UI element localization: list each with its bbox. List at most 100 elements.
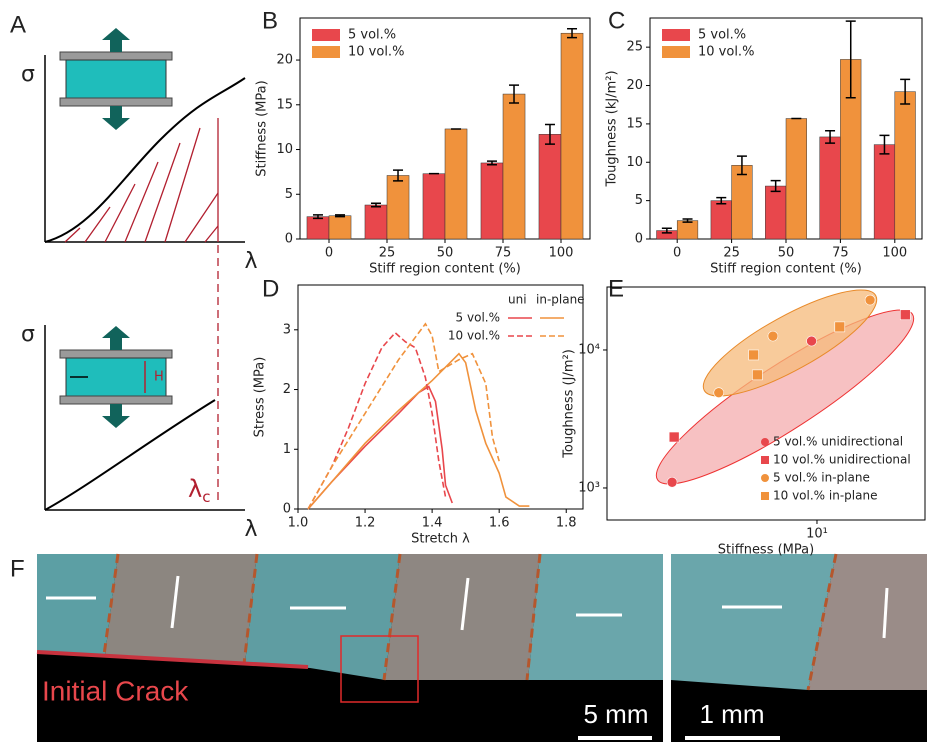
arrow xyxy=(102,106,130,130)
line xyxy=(308,354,529,509)
y-axis-label: Stress (MPa) xyxy=(253,357,268,438)
legend-label: 10 vol.% unidirectional xyxy=(773,453,911,467)
legend-swatch xyxy=(312,46,340,58)
x-tick-label: 1.0 xyxy=(288,516,309,531)
marker xyxy=(900,310,910,320)
y-tick-label: 0 xyxy=(635,232,643,247)
y-axis-label: Toughness (kJ/m²) xyxy=(605,70,620,187)
legend-swatch xyxy=(761,438,769,446)
x-tick-label: 1.4 xyxy=(422,516,443,531)
axis-symbol: σ xyxy=(21,322,35,347)
marker xyxy=(835,322,845,332)
panel-label: A xyxy=(10,11,26,38)
scale-label: 1 mm xyxy=(700,699,765,729)
marker xyxy=(768,331,778,341)
legend-swatch xyxy=(312,29,340,41)
x-axis-label: Stiffness (MPa) xyxy=(718,543,814,558)
panel-label: F xyxy=(10,555,25,582)
bar xyxy=(387,175,409,239)
axis-symbol: λ xyxy=(244,517,257,542)
legend-label: 10 vol.% xyxy=(348,45,404,60)
panel-label: D xyxy=(262,275,279,302)
line xyxy=(308,333,445,509)
axis-symbol: σ xyxy=(21,62,35,87)
sample xyxy=(66,60,166,98)
x-tick-label: 10¹ xyxy=(806,527,828,542)
x-tick-label: 100 xyxy=(882,246,907,261)
x-tick-label: 25 xyxy=(723,246,740,261)
panel-label: C xyxy=(608,7,625,34)
y-tick-label: 15 xyxy=(626,116,643,131)
legend-swatch xyxy=(761,492,769,500)
bar xyxy=(561,33,583,239)
y-tick-label: 20 xyxy=(276,53,293,68)
legend-label: 5 vol.% unidirectional xyxy=(773,435,903,449)
bar xyxy=(539,134,561,239)
bar xyxy=(329,216,351,239)
subscript: c xyxy=(202,488,210,506)
region xyxy=(37,554,118,655)
axis-symbol: λ xyxy=(244,249,257,274)
x-tick-label: 0 xyxy=(325,246,333,261)
scale-label: 5 mm xyxy=(584,699,649,729)
annotation: Initial Crack xyxy=(42,675,189,706)
bar xyxy=(732,165,753,239)
legend-header: uni xyxy=(508,293,527,307)
marker xyxy=(667,477,677,487)
x-tick-label: 0 xyxy=(673,246,681,261)
x-tick-label: 1.6 xyxy=(489,516,510,531)
legend-label: 10 vol.% in-plane xyxy=(773,489,877,503)
x-tick-label: 50 xyxy=(778,246,795,261)
legend-label: 5 vol.% xyxy=(456,311,500,325)
marker xyxy=(865,295,875,305)
y-tick-label: 10⁴ xyxy=(578,342,600,357)
grip xyxy=(60,396,172,404)
bar xyxy=(677,221,698,239)
bar xyxy=(423,174,445,239)
x-tick-label: 100 xyxy=(549,246,574,261)
x-tick-label: 50 xyxy=(437,246,454,261)
legend-label: 10 vol.% xyxy=(448,329,500,343)
x-tick-label: 25 xyxy=(379,246,396,261)
grip xyxy=(60,350,172,358)
y-tick-label: 20 xyxy=(626,78,643,93)
region xyxy=(671,554,836,690)
legend-label: 5 vol.% xyxy=(698,28,746,43)
photo: Initial Crack 5 mm 1 mm xyxy=(37,554,927,742)
panel-label: B xyxy=(262,7,278,34)
bar xyxy=(365,205,387,239)
bar xyxy=(307,217,329,239)
y-tick-label: 5 xyxy=(635,193,643,208)
marker xyxy=(807,336,817,346)
y-tick-label: 0 xyxy=(285,232,293,247)
arrow xyxy=(102,404,130,428)
y-tick-label: 5 xyxy=(285,187,293,202)
figure: H σ σ λ λ λc Initial Crack 5 mm 1 mm xyxy=(0,0,927,742)
y-tick-label: 0 xyxy=(283,502,291,517)
y-tick-label: 15 xyxy=(276,97,293,112)
bar xyxy=(786,119,807,239)
y-tick-label: 10³ xyxy=(578,480,600,495)
x-tick-label: 1.2 xyxy=(355,516,376,531)
legend-swatch xyxy=(761,474,769,482)
bar xyxy=(481,163,503,239)
marker xyxy=(714,388,724,398)
legend-label: 10 vol.% xyxy=(698,45,754,60)
region xyxy=(528,554,663,680)
schematic: H σ σ λ λ λc xyxy=(21,28,257,542)
y-tick-label: 3 xyxy=(283,322,291,337)
x-tick-label: 75 xyxy=(495,246,512,261)
legend-swatch xyxy=(761,456,769,464)
y-tick-label: 1 xyxy=(283,442,291,457)
x-axis-label: Stiff region content (%) xyxy=(369,262,521,277)
bar xyxy=(874,145,895,239)
legend-label: 5 vol.% in-plane xyxy=(773,471,870,485)
arrow xyxy=(102,326,130,350)
y-tick-label: 10 xyxy=(626,155,643,170)
x-axis-label: Stiff region content (%) xyxy=(710,262,862,277)
marker xyxy=(749,350,759,360)
y-tick-label: 25 xyxy=(626,40,643,55)
grip xyxy=(60,52,172,60)
symbol: λ xyxy=(188,475,202,503)
height-label: H xyxy=(154,370,164,385)
